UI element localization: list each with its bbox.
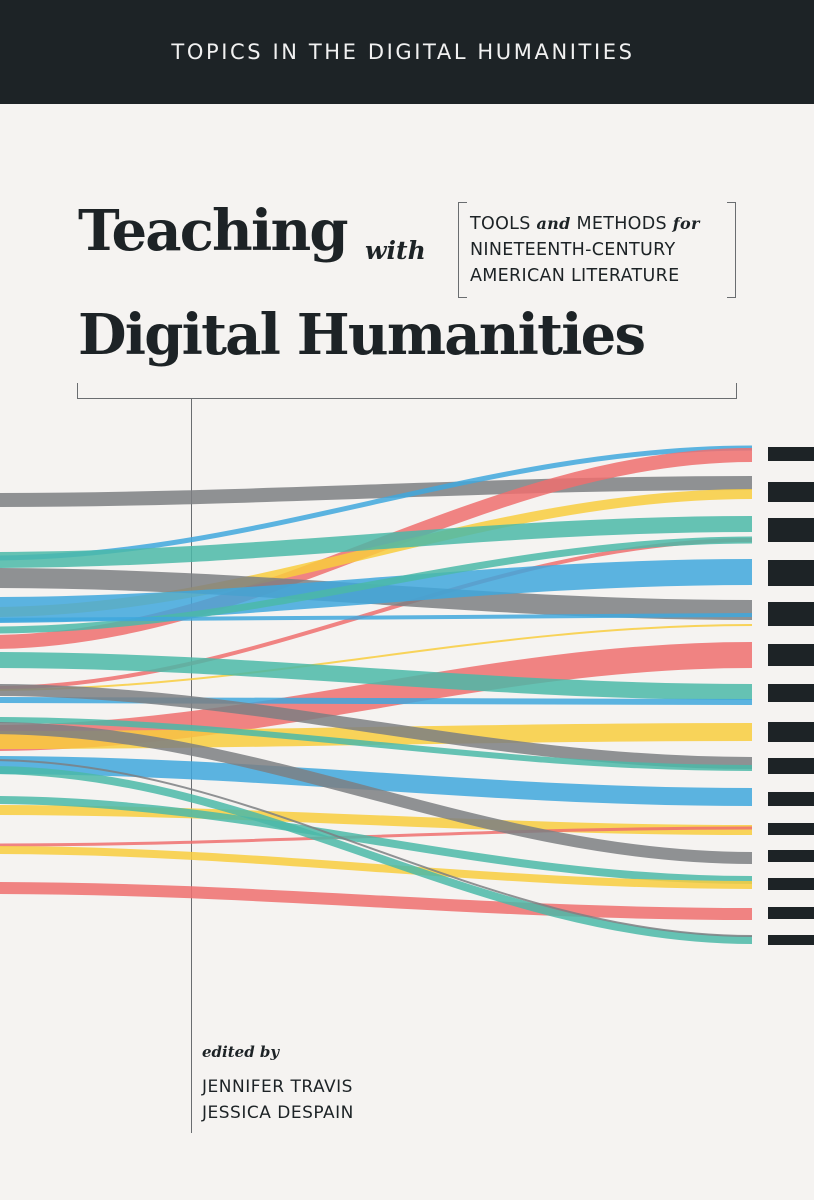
flow-band xyxy=(0,759,753,937)
flow-band xyxy=(0,697,753,705)
edge-tick xyxy=(768,482,814,502)
edge-tick xyxy=(768,792,814,806)
editor-name-2: JESSICA DESPAIN xyxy=(202,1103,354,1123)
subtitle-word-methods: METHODS xyxy=(576,214,667,234)
title-line-2: Digital Humanities xyxy=(78,302,646,368)
flow-band xyxy=(0,796,753,884)
edge-tick xyxy=(768,850,814,862)
flow-band xyxy=(0,882,753,920)
title-connector: with xyxy=(365,236,426,265)
edge-tick xyxy=(768,518,814,542)
flow-band xyxy=(0,559,753,623)
edge-tick xyxy=(768,823,814,835)
flow-band xyxy=(0,516,753,568)
edge-tick xyxy=(768,644,814,666)
subtitle-line-1: TOOLS and METHODS for xyxy=(470,211,700,237)
subtitle-bracket-right xyxy=(727,202,736,298)
flow-band xyxy=(0,652,753,700)
subtitle: TOOLS and METHODS for NINETEENTH-CENTURY… xyxy=(458,202,736,298)
edge-tick xyxy=(768,560,814,586)
title-line-1: Teaching xyxy=(78,198,349,264)
flow-band xyxy=(0,766,753,944)
subtitle-word-for: for xyxy=(672,214,700,233)
edge-tick xyxy=(768,447,814,461)
flow-band xyxy=(0,805,753,835)
edge-tick xyxy=(768,722,814,742)
flow-band xyxy=(0,624,753,691)
series-title: TOPICS IN THE DIGITAL HUMANITIES xyxy=(171,40,635,64)
subtitle-bracket-left xyxy=(458,202,467,298)
edge-tick xyxy=(768,758,814,774)
series-band: TOPICS IN THE DIGITAL HUMANITIES xyxy=(0,0,814,104)
flow-band xyxy=(0,684,753,769)
flow-band xyxy=(0,536,753,634)
flow-band xyxy=(0,756,753,806)
flow-band xyxy=(0,722,753,864)
flow-band xyxy=(0,717,753,771)
flow-band xyxy=(0,476,753,507)
subtitle-word-tools: TOOLS xyxy=(470,214,531,234)
edge-tick xyxy=(768,935,814,945)
editor-name-1: JENNIFER TRAVIS xyxy=(202,1077,353,1097)
subtitle-word-and: and xyxy=(536,214,571,233)
title-rule xyxy=(77,383,737,399)
edge-tick xyxy=(768,907,814,919)
edge-tick xyxy=(768,878,814,890)
flow-band xyxy=(0,846,753,889)
flow-band xyxy=(0,613,753,622)
edited-by-label: edited by xyxy=(202,1043,280,1061)
subtitle-line-3: AMERICAN LITERATURE xyxy=(470,266,680,286)
subtitle-line-2: NINETEENTH-CENTURY xyxy=(470,240,676,260)
flow-lines-illustration xyxy=(0,445,814,945)
edge-tick xyxy=(768,602,814,626)
edge-tick xyxy=(768,684,814,702)
